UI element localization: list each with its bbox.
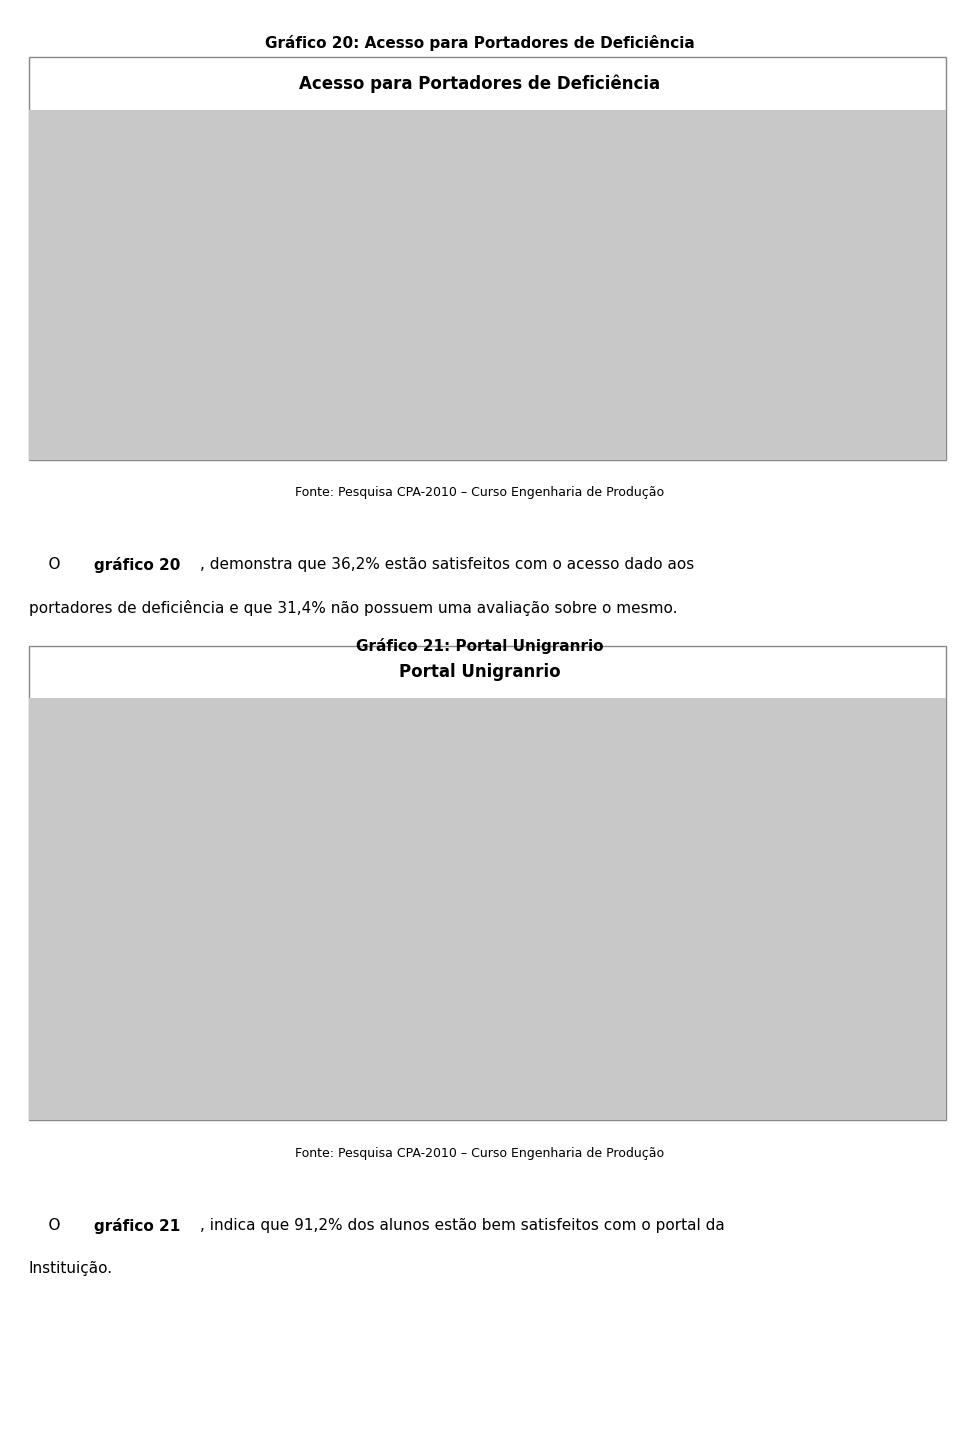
Bar bbox=[827, 372, 885, 395]
Text: gráfico 21: gráfico 21 bbox=[94, 1218, 180, 1234]
Bar bbox=[827, 1047, 885, 1055]
Text: , indica que 91,2% dos alunos estão bem satisfeitos com o portal da: , indica que 91,2% dos alunos estão bem … bbox=[200, 1218, 725, 1232]
Text: Portal Unigranrio: Portal Unigranrio bbox=[399, 663, 561, 681]
Text: O: O bbox=[29, 557, 65, 572]
Text: Gráfico 21: Portal Unigranrio: Gráfico 21: Portal Unigranrio bbox=[356, 638, 604, 655]
Text: Instituição.: Instituição. bbox=[29, 1261, 113, 1275]
Bar bbox=[240, 925, 299, 1055]
Text: O: O bbox=[29, 1218, 65, 1232]
Bar bbox=[357, 1031, 416, 1055]
Text: gráfico 20: gráfico 20 bbox=[94, 557, 180, 573]
Text: portadores de deficiência e que 31,4% não possuem uma avaliação sobre o mesmo.: portadores de deficiência e que 31,4% nã… bbox=[29, 600, 678, 616]
Y-axis label: %: % bbox=[34, 260, 46, 274]
Bar bbox=[709, 330, 768, 395]
Bar bbox=[240, 358, 299, 395]
Text: , demonstra que 36,2% estão satisfeitos com o acesso dado aos: , demonstra que 36,2% estão satisfeitos … bbox=[200, 557, 694, 572]
Bar bbox=[123, 167, 181, 395]
Text: Fonte: Pesquisa CPA-2010 – Curso Engenharia de Produção: Fonte: Pesquisa CPA-2010 – Curso Engenha… bbox=[296, 485, 664, 500]
Text: Gráfico 20: Acesso para Portadores de Deficiência: Gráfico 20: Acesso para Portadores de De… bbox=[265, 34, 695, 52]
Bar bbox=[357, 294, 416, 395]
Bar bbox=[474, 165, 534, 395]
Text: Acesso para Portadores de Deficiência: Acesso para Portadores de Deficiência bbox=[300, 75, 660, 92]
Text: Fonte: Pesquisa CPA-2010 – Curso Engenharia de Produção: Fonte: Pesquisa CPA-2010 – Curso Engenha… bbox=[296, 1146, 664, 1160]
Bar bbox=[592, 1051, 651, 1055]
Bar bbox=[592, 346, 651, 395]
Y-axis label: %: % bbox=[34, 885, 46, 899]
Bar bbox=[709, 1051, 768, 1055]
Bar bbox=[123, 754, 181, 1055]
